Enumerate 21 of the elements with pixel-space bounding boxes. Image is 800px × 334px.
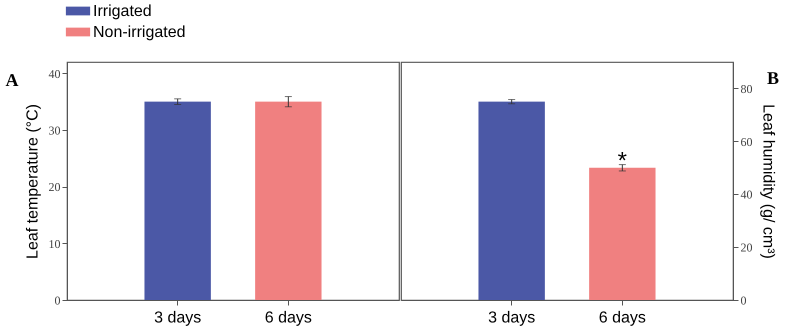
y2-tick-label: 20 [740,240,752,255]
y2-tick-label: 60 [740,134,752,149]
x-tick-label: 3 days [488,310,536,326]
y-tick-label: 30 [48,124,60,138]
legend-label: Irrigated [93,3,152,20]
y2-axis-title: Leaf humidity (g/ cm³) [760,104,776,259]
x-tick-label: 6 days [598,310,646,326]
y-tick-label: 10 [48,236,60,251]
text: B [766,68,780,88]
annotation: * [618,148,628,175]
y2-tick-label: 80 [740,82,752,96]
legend-label: Non-irrigated [93,24,186,41]
y-tick-label: 0 [54,294,60,308]
y-tick-label: 40 [48,66,60,81]
y2-tick-label: 40 [740,188,752,202]
y-axis-title: Leaf temperature (°C) [24,104,42,259]
y2-tick-label: 0 [740,294,746,308]
x-tick-label: 6 days [264,310,312,326]
y-tick-label: 20 [48,180,60,194]
x-tick-label: 3 days [154,310,202,326]
text: A [6,70,18,90]
